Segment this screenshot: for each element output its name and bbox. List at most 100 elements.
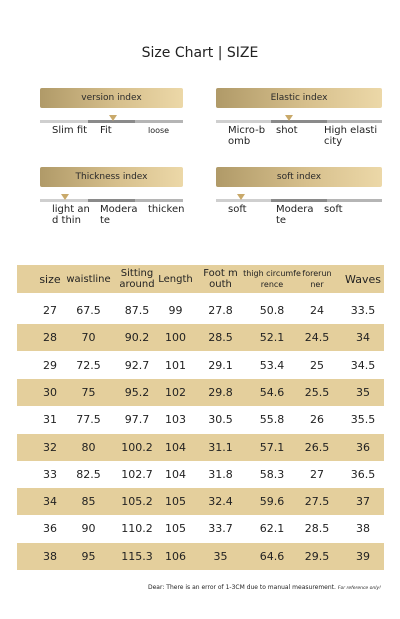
table-cell: 59.6	[259, 495, 285, 509]
header-cell: waistline	[66, 273, 111, 285]
table-cell: 25	[310, 358, 324, 372]
table-cell: 27	[310, 467, 324, 481]
table-cell: 57.1	[259, 440, 285, 454]
table-cell: 27.8	[208, 304, 233, 317]
table-cell: 102	[165, 385, 186, 399]
table-row: 31 77.5 97.7 103 30.5 55.8 26 35.5	[17, 406, 384, 433]
index-bar	[326, 120, 382, 123]
table-cell: 67.5	[76, 304, 101, 317]
table-cell: 35	[356, 385, 370, 399]
header-cell: size	[39, 272, 61, 286]
table-cell: 36	[43, 522, 57, 536]
table-cell: 58.3	[259, 467, 285, 481]
table-cell: 34	[43, 495, 57, 509]
index-option: light and thin	[52, 204, 90, 226]
table-cell: 31.8	[208, 467, 233, 481]
table-cell: 24.5	[304, 331, 330, 345]
table-cell: 29.1	[208, 358, 233, 372]
index-marker	[285, 115, 293, 121]
index-option: Moderate	[276, 204, 314, 226]
table-row: 28 70 90.2 100 28.5 52.1 24.5 34	[17, 324, 384, 352]
table-cell: 99	[168, 304, 183, 317]
header-cell: Sitting around	[119, 268, 155, 290]
header-cell: thigh circumference	[243, 269, 301, 289]
table-cell: 36.5	[350, 467, 376, 481]
table-cell: 38	[43, 549, 57, 563]
index-bar	[87, 120, 136, 123]
table-cell: 53.4	[259, 358, 285, 372]
table-cell: 25.5	[304, 385, 330, 399]
table-cell: 62.1	[259, 522, 285, 536]
table-cell: 31	[43, 413, 57, 427]
table-cell: 106	[165, 549, 186, 563]
table-cell: 104	[165, 440, 186, 454]
table-cell: 29.8	[208, 385, 233, 399]
table-cell: 26	[310, 413, 324, 427]
table-cell: 31.1	[208, 440, 233, 454]
index-marker	[237, 194, 245, 200]
table-cell: 52.1	[259, 331, 285, 345]
index-bar	[271, 199, 327, 202]
table-cell: 95	[81, 549, 96, 563]
note-text: Dear: There is an error of 1-3CM due to …	[148, 584, 336, 591]
table-cell: 103	[165, 413, 186, 427]
index-marker	[61, 194, 69, 200]
header-cell: Waves	[345, 272, 381, 286]
table-cell: 34.5	[350, 358, 376, 372]
table-cell: 82.5	[76, 467, 101, 481]
table-cell: 27.5	[304, 495, 330, 509]
table-cell: 29	[43, 358, 57, 372]
table-cell: 90	[81, 522, 96, 536]
index-option: loose	[148, 126, 170, 135]
table-cell: 33.7	[208, 522, 233, 536]
table-row: 33 82.5 102.7 104 31.8 58.3 27 36.5	[17, 461, 384, 488]
table-cell: 28	[43, 331, 57, 345]
index-header: version index	[40, 88, 183, 108]
table-cell: 32.4	[208, 495, 233, 509]
table-cell: 100.2	[121, 440, 153, 454]
table-cell: 32	[43, 440, 57, 454]
table-row: 32 80 100.2 104 31.1 57.1 26.5 36	[17, 433, 384, 461]
table-cell: 28.5	[304, 522, 330, 536]
table-cell: 64.6	[259, 549, 285, 563]
table-cell: 37	[356, 495, 370, 509]
table-cell: 28.5	[208, 331, 233, 345]
table-cell: 35	[213, 549, 228, 563]
note-small: For reference only!	[337, 586, 381, 591]
index-option: High elasticity	[324, 125, 378, 147]
index-option: soft	[324, 204, 343, 215]
index-bar	[216, 199, 272, 202]
index-marker	[109, 115, 117, 121]
header-cell: Length	[158, 273, 193, 285]
table-cell: 27	[43, 304, 57, 317]
index-option: Moderate	[100, 204, 138, 226]
table-cell: 115.3	[121, 549, 153, 563]
index-option: shot	[276, 125, 298, 136]
index-bar	[216, 120, 272, 123]
table-cell: 50.8	[259, 304, 285, 317]
index-option: Slim fit	[52, 125, 88, 136]
index-bar	[87, 199, 136, 202]
index-option: Fit	[100, 125, 112, 136]
table-cell: 33.5	[350, 304, 376, 317]
index-header: Thickness index	[40, 167, 183, 187]
table-row: 29 72.5 92.7 101 29.1 53.4 25 34.5	[17, 352, 384, 379]
table-cell: 24	[310, 304, 324, 317]
table-cell: 30.5	[208, 413, 233, 427]
table-cell: 34	[356, 331, 370, 345]
index-option: soft	[228, 204, 247, 215]
table-cell: 102.7	[121, 467, 153, 481]
note: Dear: There is an error of 1-3CM due to …	[148, 584, 381, 591]
index-option: thicken	[148, 204, 185, 215]
table-cell: 100	[165, 331, 186, 345]
table-cell: 54.6	[259, 385, 285, 399]
index-header: soft index	[216, 167, 382, 187]
table-cell: 105.2	[121, 495, 153, 509]
table-row: 27 67.5 87.5 99 27.8 50.8 24 33.5	[17, 297, 384, 324]
header-cell: Foot mouth	[203, 268, 238, 290]
table-cell: 39	[356, 549, 370, 563]
table-cell: 97.7	[124, 413, 150, 427]
table-cell: 38	[356, 522, 370, 536]
table-cell: 92.7	[124, 358, 150, 372]
